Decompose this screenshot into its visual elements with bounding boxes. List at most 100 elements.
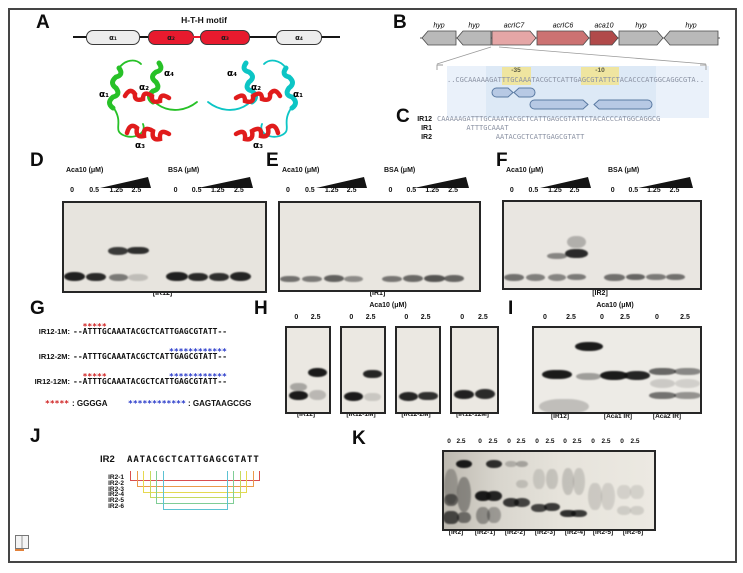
gel-band	[604, 273, 626, 281]
i-caption-1: [Aca1 IR]	[603, 413, 633, 420]
k-lane-1: 2.5	[456, 438, 466, 445]
gel-band	[649, 391, 676, 399]
h-lane-25-0: 2.5	[310, 314, 321, 321]
gel-band	[382, 276, 403, 283]
j-variant-span-IR2-2	[136, 471, 254, 487]
struct-label: α₁	[99, 90, 109, 100]
e-conc-4: 0	[388, 187, 393, 194]
f-protein2-label: BSA (μM)	[608, 167, 640, 174]
gene-arrow-aca10	[589, 30, 619, 46]
gel-band	[288, 390, 308, 400]
e-conc-6: 1.25	[425, 187, 440, 194]
j-variant-name-0: IR2-1	[108, 474, 124, 481]
panel-d-label: D	[30, 150, 44, 171]
mutant-seq-1: --ATTTGCAAATACGCTCATTGAGCGTATT--	[73, 352, 228, 361]
gel-band	[547, 252, 567, 259]
gel-K	[442, 450, 656, 531]
gel-band	[308, 390, 327, 401]
gel-band	[417, 391, 438, 401]
gel-band	[208, 273, 230, 282]
k-caption-1: [IR2-1]	[474, 529, 496, 536]
gel-band	[188, 273, 209, 282]
object-anchor-icon[interactable]	[15, 535, 29, 549]
gel-band	[343, 392, 363, 401]
f-conc-3: 2.5	[569, 187, 580, 194]
helix-capsule-1: α₁	[86, 30, 140, 45]
minus35-label: -35	[511, 67, 521, 74]
gel-band	[566, 235, 587, 248]
gel-band	[474, 389, 496, 399]
i-caption-2: [Aca2 IR]	[652, 413, 682, 420]
promoter-sequence: ..CGCAAAAAGATTTGCAAATACGCTCATTGAGCGTATTC…	[447, 76, 705, 84]
k-lane-11: 2.5	[601, 438, 611, 445]
gel-band	[576, 372, 602, 380]
gel-band	[504, 461, 518, 468]
gel-band	[649, 368, 676, 376]
blue-marks-2: ************	[169, 372, 227, 381]
h-lane-0-2: 0	[404, 314, 409, 321]
ribbon-segment-4	[118, 59, 142, 69]
d-protein1-label: Aca10 (μM)	[66, 167, 104, 174]
seq-name-IR1: IR1	[421, 125, 432, 132]
d-conc-5: 0.5	[191, 187, 202, 194]
gel-band	[108, 273, 128, 281]
panel-i-label: I	[508, 298, 514, 319]
gel-band	[455, 460, 473, 468]
gel-band	[85, 273, 106, 282]
k-lane-7: 2.5	[545, 438, 555, 445]
j-variant-span-IR2-3	[143, 471, 247, 493]
h-lane-0-1: 0	[349, 314, 354, 321]
panel-a-label: A	[36, 12, 50, 33]
gel-band	[456, 477, 472, 512]
ribbon-segment-0	[107, 65, 124, 111]
panel-h-label: H	[254, 298, 268, 319]
gel-band	[485, 490, 503, 501]
d-wedge2	[198, 174, 253, 188]
d-conc-4: 0	[173, 187, 178, 194]
gel-band	[454, 390, 475, 400]
gel-band	[423, 274, 445, 282]
gel-band	[289, 382, 308, 391]
d-conc-6: 1.25	[210, 187, 225, 194]
legend-red-text: : GGGGA	[72, 399, 108, 408]
ribbon-segment-3	[156, 101, 198, 111]
helix-capsule-4: α₄	[276, 30, 322, 45]
j-variant-name-1: IR2-2	[108, 479, 124, 487]
seq-IR2: AATACGCTCATTGAGCGTATT	[495, 133, 585, 141]
e-wedge2	[414, 174, 469, 188]
gel-band	[617, 505, 631, 516]
mutant-name-1: IR12-2M:	[38, 352, 70, 361]
object-anchor-underline	[15, 549, 24, 551]
ribbon-segment-11	[263, 59, 287, 69]
e-conc-3: 2.5	[346, 187, 357, 194]
panel-f-label: F	[496, 150, 508, 171]
gel-band	[127, 246, 149, 255]
d-wedge1	[100, 174, 151, 188]
panel-k-label: K	[352, 428, 366, 449]
f-wedge1	[540, 174, 591, 188]
i-lane-4: 0	[655, 314, 659, 321]
gel-band	[363, 369, 383, 378]
gel-band	[514, 498, 530, 507]
j-variant-name-2: IR2-3	[108, 485, 124, 493]
gel-band	[547, 274, 567, 281]
figure-border	[8, 8, 737, 563]
ribbon-segment-13	[233, 123, 281, 142]
f-conc-6: 1.25	[647, 187, 661, 194]
ribbon-segment-12	[233, 88, 283, 105]
hth-connector	[192, 36, 200, 38]
blue-marks-1: ************	[169, 347, 227, 356]
gel-band	[280, 275, 300, 283]
gel-band	[646, 274, 666, 281]
gel-band	[474, 490, 492, 501]
gel-band	[444, 510, 459, 525]
mutant-name-0: IR12-1M:	[38, 327, 70, 336]
i-lane-2: 0	[600, 314, 604, 321]
gel-band	[538, 398, 589, 412]
struct-label: α₂	[139, 83, 149, 93]
seq-IR1: ATTTGCAAAT	[466, 124, 509, 132]
k-caption-2: [IR2-2]	[504, 529, 526, 536]
panel-e-label: E	[266, 150, 279, 171]
i-lane-1: 2.5	[566, 314, 576, 321]
